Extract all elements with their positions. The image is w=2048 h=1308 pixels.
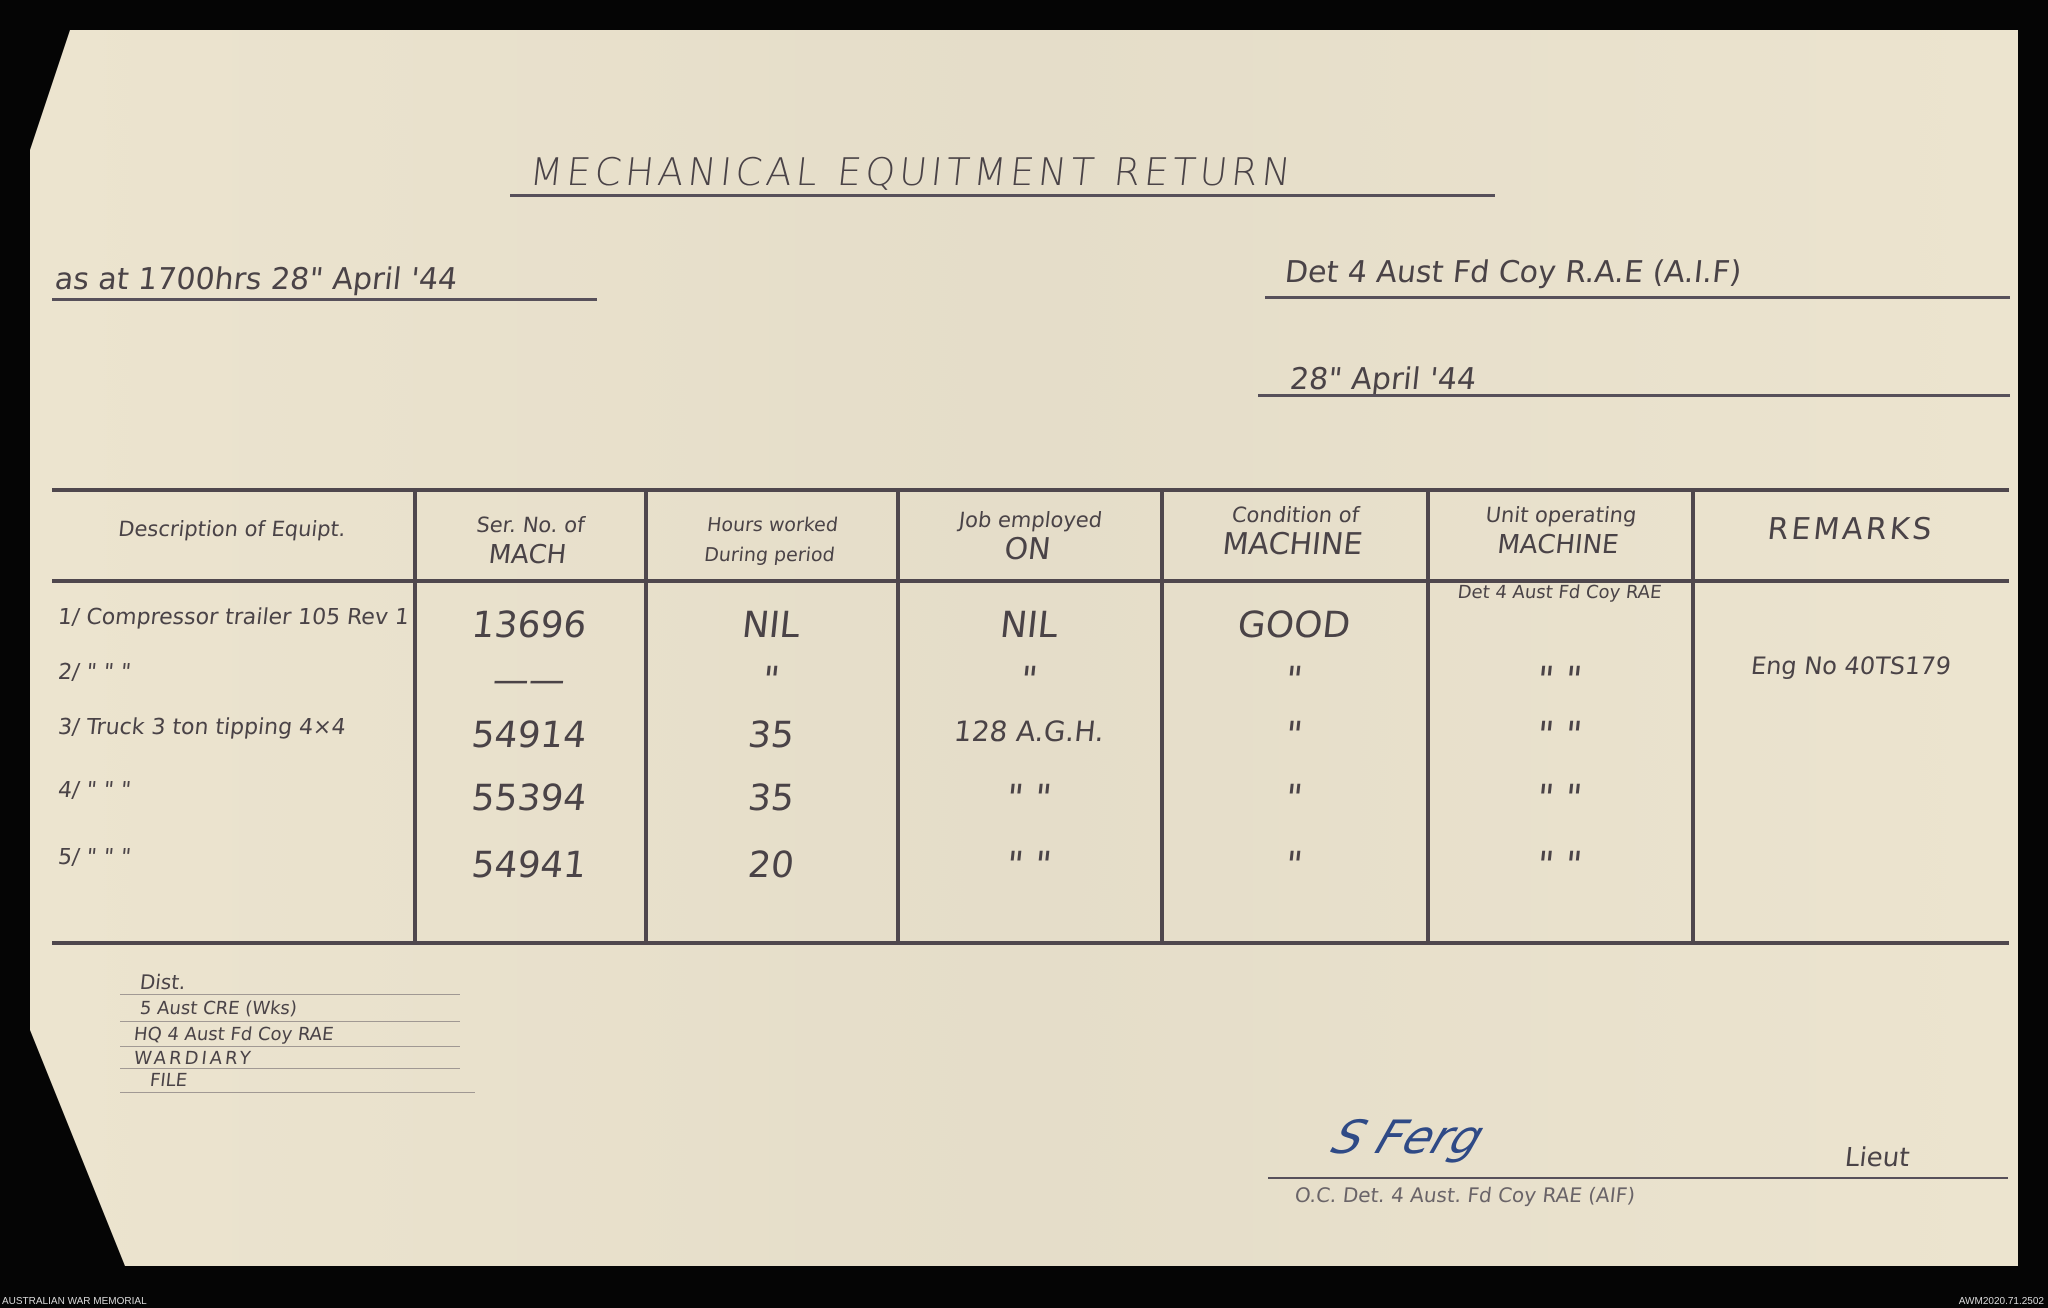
header-text: ON <box>1002 532 1053 567</box>
condition-cell: " <box>1283 715 1305 756</box>
distribution-line: 5 Aust CRE (Wks) <box>138 998 298 1019</box>
unit-cell: " " <box>1535 715 1584 756</box>
column-divider <box>413 490 417 942</box>
document-page <box>30 30 2018 1266</box>
hours-cell: 35 <box>745 715 797 756</box>
signature-caption: O.C. Det. 4 Aust. Fd Coy RAE (AIF) <box>1293 1183 1637 1207</box>
header-text: Unit operating <box>1484 503 1638 527</box>
serial-cell: —— <box>490 660 568 701</box>
header-text: MACHINE <box>1495 530 1620 560</box>
divider <box>120 1046 460 1047</box>
condition-cell: " <box>1283 778 1305 819</box>
job-cell: " " <box>1004 778 1054 819</box>
column-divider <box>1426 490 1430 942</box>
divider <box>120 1092 475 1093</box>
job-cell: NIL <box>998 605 1060 646</box>
distribution-line: Dist. <box>138 970 187 994</box>
header-text: Hours worked <box>706 514 840 536</box>
column-divider <box>1691 490 1695 942</box>
footer-id: AWM2020.71.2502 <box>1958 1296 2044 1307</box>
description-cell: 2/ " " " <box>56 660 133 685</box>
footer-source: AUSTRALIAN WAR MEMORIAL <box>2 1296 147 1307</box>
title-underline <box>510 194 1495 197</box>
description-cell: 4/ " " " <box>56 778 133 803</box>
distribution-line: WARDIARY <box>132 1048 255 1069</box>
signature: S Ferg <box>1325 1110 1492 1164</box>
job-cell: " " <box>1004 845 1054 886</box>
job-cell: 128 A.G.H. <box>952 715 1106 748</box>
header-description: Description of Equipt. <box>50 514 413 544</box>
job-cell: " <box>1018 660 1040 701</box>
description-cell: 5/ " " " <box>56 845 133 870</box>
divider <box>120 1021 460 1022</box>
hours-cell: 20 <box>745 845 797 886</box>
hours-cell: NIL <box>740 605 802 646</box>
distribution-line: FILE <box>148 1070 189 1091</box>
serial-cell: 54941 <box>469 845 589 886</box>
serial-cell: 55394 <box>469 778 589 819</box>
table-top-line <box>52 488 2009 492</box>
header-serial: Ser. No. of MACH <box>412 510 646 570</box>
divider <box>52 298 597 301</box>
header-bottom-line <box>52 579 2009 583</box>
remarks-cell: Eng No 40TS179 <box>1749 652 1953 680</box>
header-text: Ser. No. of <box>475 513 586 537</box>
header-condition: Condition of MACHINE <box>1159 500 1429 562</box>
divider <box>120 1068 460 1069</box>
header-text: Condition of <box>1230 503 1361 527</box>
column-divider <box>1160 490 1164 942</box>
header-remarks: REMARKS <box>1765 512 1937 547</box>
hours-cell: " <box>760 660 782 701</box>
serial-cell: 13696 <box>469 605 589 646</box>
document-title: MECHANICAL EQUITMENT RETURN <box>527 150 1297 194</box>
divider <box>1258 394 2010 397</box>
unit-cell: " " <box>1535 845 1584 886</box>
as-at-date: as at 1700hrs 28" April '44 <box>53 262 459 297</box>
header-text: Description of Equipt. <box>117 517 347 541</box>
unit-cell: Det 4 Aust Fd Coy RAE <box>1456 582 1663 603</box>
divider <box>120 994 460 995</box>
serial-cell: 54914 <box>469 715 589 756</box>
table-bottom-line <box>52 941 2009 945</box>
header-unit: Unit operating MACHINE <box>1425 500 1694 560</box>
header-text: MACHINE <box>1220 527 1365 562</box>
description-cell: 3/ Truck 3 ton tipping 4×4 <box>56 715 347 740</box>
divider <box>1265 296 2010 299</box>
header-text: Job employed <box>957 508 1104 532</box>
header-text: MACH <box>487 540 568 570</box>
unit-cell: " " <box>1535 778 1584 819</box>
column-divider <box>644 490 648 942</box>
return-date: 28" April '44 <box>1288 362 1478 397</box>
header-job: Job employed ON <box>895 505 1163 567</box>
description-cell: 1/ Compressor trailer 105 Rev 1 <box>56 605 411 630</box>
unit-cell: " " <box>1535 660 1584 701</box>
header-hours: Hours worked During period <box>643 510 899 570</box>
column-divider <box>896 490 900 942</box>
unit-name: Det 4 Aust Fd Coy R.A.E (A.I.F) <box>1283 255 1744 290</box>
hours-cell: 35 <box>745 778 797 819</box>
distribution-line: HQ 4 Aust Fd Coy RAE <box>132 1024 335 1045</box>
header-text: During period <box>703 544 836 566</box>
condition-cell: GOOD <box>1235 605 1353 646</box>
signature-rank: Lieut <box>1843 1143 1911 1173</box>
condition-cell: " <box>1283 845 1305 886</box>
condition-cell: " <box>1283 660 1305 701</box>
signature-line <box>1268 1177 2008 1179</box>
